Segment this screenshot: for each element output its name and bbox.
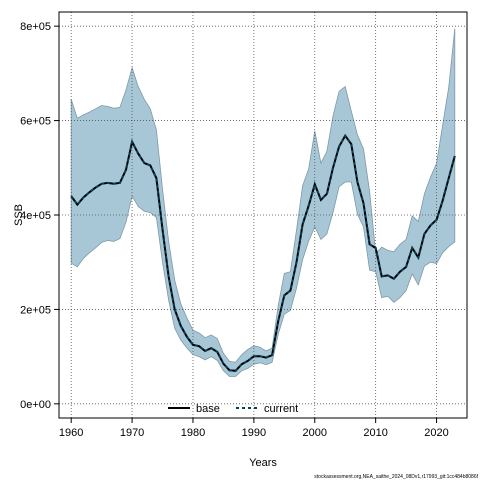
legend-label-base: base bbox=[196, 403, 220, 415]
x-tick-label: 1990 bbox=[242, 427, 266, 439]
y-tick-label: 8e+05 bbox=[20, 21, 51, 33]
confidence-band bbox=[70, 28, 456, 377]
legend-label-current: current bbox=[264, 403, 298, 415]
y-axis: 0e+00 2e+05 4e+05 6e+05 8e+05 bbox=[20, 21, 59, 411]
x-axis-title: Years bbox=[249, 457, 277, 469]
x-tick-label: 1960 bbox=[59, 427, 83, 439]
confidence-band-layer bbox=[70, 28, 456, 377]
x-tick-label: 1980 bbox=[181, 427, 205, 439]
series-line-current bbox=[70, 133, 456, 372]
gridlines bbox=[59, 12, 467, 418]
y-tick-label: 0e+00 bbox=[20, 399, 51, 411]
y-tick-label: 2e+05 bbox=[20, 304, 51, 316]
source-footnote: stockassessment.org,NEA_saithe_2024_08Dv… bbox=[314, 474, 478, 480]
x-axis: 1960 1970 1980 1990 2000 2010 2020 bbox=[59, 418, 449, 439]
y-axis-title: SSB bbox=[13, 204, 25, 226]
x-tick-label: 2010 bbox=[363, 427, 387, 439]
legend: base current bbox=[168, 403, 298, 415]
x-tick-label: 2020 bbox=[424, 427, 448, 439]
y-tick-label: 6e+05 bbox=[20, 116, 51, 128]
x-tick-label: 1970 bbox=[120, 427, 144, 439]
x-tick-label: 2000 bbox=[303, 427, 327, 439]
y-tick-label: 4e+05 bbox=[20, 210, 51, 222]
series-lines bbox=[70, 133, 456, 372]
